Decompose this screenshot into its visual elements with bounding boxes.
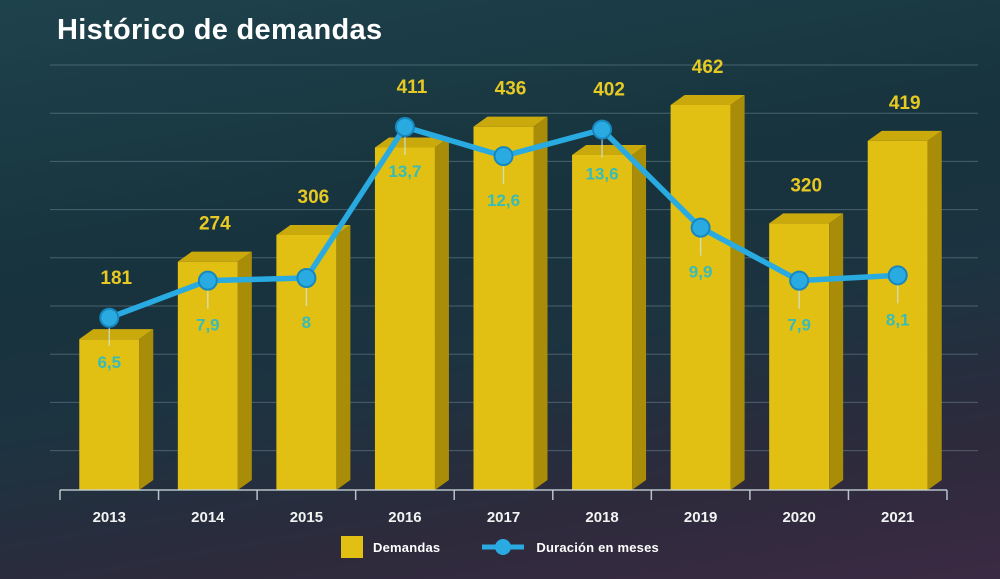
line-marker xyxy=(296,268,317,288)
legend-demandas-swatch xyxy=(341,536,363,558)
year-label: 2015 xyxy=(290,509,323,526)
bar-side xyxy=(139,329,154,490)
line-marker xyxy=(99,307,120,328)
legend-duracion-marker xyxy=(480,537,526,557)
bar-value-label: 306 xyxy=(298,187,330,208)
line-value-label: 6,5 xyxy=(97,353,121,372)
line-value-label: 13,7 xyxy=(388,162,421,181)
bar-top xyxy=(79,329,154,340)
legend-item-duracion: Duración en meses xyxy=(480,537,659,557)
bar-value-label: 320 xyxy=(790,175,822,196)
line-marker xyxy=(592,119,613,140)
line-value-label: 7,9 xyxy=(196,316,220,335)
legend-item-demandas: Demandas xyxy=(341,536,440,558)
year-label: 2018 xyxy=(585,509,618,526)
page-title: Histórico de demandas xyxy=(57,14,383,46)
bar-front xyxy=(79,339,140,490)
bar-side xyxy=(336,225,351,490)
bar-front xyxy=(572,155,633,490)
bar-side xyxy=(829,213,844,491)
year-label: 2019 xyxy=(684,509,717,526)
bar-front xyxy=(769,223,830,491)
line-marker xyxy=(197,270,218,291)
year-label: 2021 xyxy=(881,509,914,526)
year-label: 2017 xyxy=(487,509,520,526)
bar-2021 xyxy=(867,130,942,491)
bar-value-label: 411 xyxy=(397,77,428,98)
chart-legend: Demandas Duración en meses xyxy=(0,536,1000,558)
bar-side xyxy=(927,130,942,491)
line-marker xyxy=(789,270,810,291)
line-value-label: 13,6 xyxy=(586,165,619,184)
bar-front xyxy=(867,140,928,491)
line-value-label: 8 xyxy=(302,313,311,332)
bar-side xyxy=(237,251,252,490)
line-marker xyxy=(394,116,415,137)
year-label: 2020 xyxy=(782,509,815,526)
bar-2016 xyxy=(374,137,449,490)
bar-2020 xyxy=(769,213,844,491)
bar-value-label: 462 xyxy=(692,57,724,78)
bar-value-label: 436 xyxy=(495,79,527,100)
bar-top xyxy=(670,95,745,105)
bar-side xyxy=(730,95,745,490)
year-label: 2016 xyxy=(388,509,421,526)
line-marker xyxy=(493,146,514,167)
bar-2019 xyxy=(670,95,745,490)
bar-value-label: 274 xyxy=(199,214,231,235)
legend-demandas-label: Demandas xyxy=(373,539,441,555)
bar-value-label: 181 xyxy=(100,268,132,289)
line-value-label: 8,1 xyxy=(886,310,910,329)
bar-top xyxy=(177,251,252,262)
bar-2013 xyxy=(79,329,154,490)
bar-side xyxy=(632,145,647,490)
line-marker xyxy=(690,217,711,238)
bar-value-label: 402 xyxy=(593,80,625,101)
bar-side xyxy=(434,137,449,490)
line-value-label: 9,9 xyxy=(689,263,713,282)
bar-top xyxy=(769,213,844,224)
bar-front xyxy=(473,126,534,491)
bar-top xyxy=(867,130,942,141)
line-value-label: 7,9 xyxy=(787,316,811,335)
legend-duracion-label: Duración en meses xyxy=(536,539,659,555)
year-label: 2014 xyxy=(191,509,225,526)
line-marker xyxy=(887,265,908,286)
bar-front xyxy=(670,105,731,490)
bar-2017 xyxy=(473,116,548,491)
year-label: 2013 xyxy=(93,509,126,526)
bar-2018 xyxy=(572,145,647,490)
line-value-label: 12,6 xyxy=(487,191,520,210)
bar-top xyxy=(276,225,351,235)
bar-top xyxy=(473,116,548,127)
bar-side xyxy=(533,116,548,491)
bar-front xyxy=(374,147,435,490)
bar-value-label: 419 xyxy=(889,93,921,114)
